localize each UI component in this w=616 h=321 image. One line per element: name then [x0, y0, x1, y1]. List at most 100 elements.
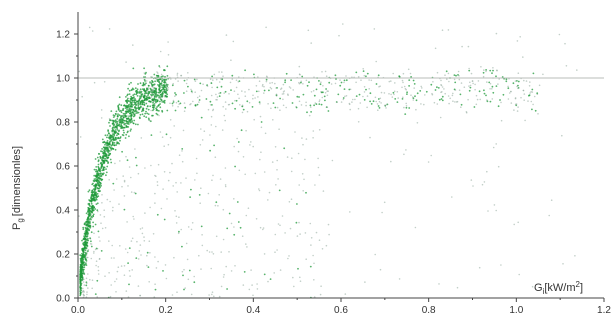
scatter-point	[220, 78, 222, 80]
scatter-point	[193, 78, 196, 81]
scatter-point	[87, 248, 90, 251]
scatter-point	[158, 114, 160, 117]
scatter-point	[135, 257, 138, 259]
scatter-point	[375, 83, 378, 85]
scatter-point	[298, 96, 300, 98]
scatter-point	[117, 141, 119, 144]
scatter-point	[377, 105, 380, 107]
scatter-point	[144, 80, 147, 82]
scatter-point	[150, 96, 153, 98]
scatter-point	[153, 73, 156, 76]
scatter-point	[468, 67, 470, 70]
scatter-point	[159, 131, 162, 133]
scatter-point	[97, 269, 100, 272]
scatter-point	[305, 101, 307, 104]
scatter-point	[471, 80, 474, 82]
scatter-point	[226, 288, 229, 290]
scatter-point	[133, 119, 136, 122]
scatter-point	[525, 80, 528, 82]
scatter-point	[225, 34, 228, 36]
scatter-point	[258, 189, 261, 192]
scatter-point	[146, 90, 148, 92]
scatter-point	[106, 134, 109, 137]
scatter-point	[531, 108, 533, 111]
scatter-point	[137, 104, 140, 107]
scatter-point	[100, 184, 102, 187]
scatter-point	[228, 212, 231, 215]
x-tick-label: 0.6	[334, 305, 348, 316]
scatter-point	[145, 92, 147, 94]
scatter-point	[126, 99, 129, 101]
scatter-point	[160, 75, 163, 78]
scatter-point	[215, 235, 218, 238]
scatter-point	[321, 71, 323, 73]
scatter-point	[363, 74, 366, 77]
scatter-point	[235, 99, 238, 102]
scatter-point	[81, 278, 84, 280]
scatter-point	[447, 29, 450, 31]
scatter-point	[142, 82, 145, 84]
scatter-point	[491, 85, 494, 88]
scatter-point	[118, 103, 121, 106]
scatter-point	[157, 84, 159, 86]
scatter-point	[320, 81, 322, 83]
scatter-point	[199, 82, 202, 85]
scatter-point	[294, 131, 296, 133]
scatter-point	[220, 251, 222, 253]
scatter-point	[83, 235, 85, 238]
scatter-point	[323, 95, 326, 98]
scatter-point	[102, 162, 104, 164]
scatter-point	[304, 158, 306, 161]
scatter-point	[100, 161, 103, 164]
scatter-point	[108, 132, 110, 135]
scatter-point	[331, 159, 334, 162]
scatter-point	[163, 78, 165, 81]
scatter-point	[154, 288, 157, 291]
scatter-point	[390, 93, 392, 96]
scatter-point	[81, 254, 84, 257]
scatter-point	[135, 112, 138, 114]
scatter-point	[110, 257, 113, 259]
scatter-point	[144, 83, 146, 86]
scatter-point	[174, 210, 176, 212]
scatter-point	[105, 174, 107, 177]
scatter-point	[100, 222, 102, 224]
scatter-point	[91, 211, 93, 214]
scatter-point	[315, 103, 318, 105]
scatter-point	[87, 237, 89, 240]
scatter-point	[120, 127, 122, 130]
scatter-point	[93, 168, 96, 171]
scatter-point	[174, 92, 176, 94]
scatter-point	[115, 144, 118, 146]
scatter-point	[502, 93, 505, 96]
scatter-point	[118, 114, 121, 117]
scatter-point	[171, 102, 174, 105]
scatter-point	[275, 87, 277, 89]
scatter-point	[139, 103, 142, 106]
scatter-point	[147, 117, 150, 120]
scatter-point	[437, 87, 440, 89]
scatter-point	[263, 89, 266, 92]
scatter-point	[349, 88, 352, 91]
scatter-point	[362, 70, 365, 72]
scatter-point	[145, 82, 147, 85]
scatter-point	[128, 89, 131, 92]
scatter-point	[86, 235, 89, 238]
scatter-point	[433, 101, 436, 104]
scatter-point	[444, 74, 446, 76]
scatter-point	[269, 82, 271, 84]
scatter-point	[89, 213, 92, 216]
scatter-point	[252, 145, 254, 148]
scatter-point	[114, 148, 117, 151]
scatter-point	[396, 101, 399, 103]
scatter-point	[200, 268, 202, 270]
scatter-point	[161, 136, 164, 138]
scatter-point	[128, 93, 131, 95]
scatter-point	[296, 235, 299, 237]
scatter-point	[125, 96, 127, 98]
scatter-point	[292, 89, 295, 91]
scatter-point	[388, 93, 390, 95]
scatter-point	[107, 150, 110, 153]
scatter-point	[288, 201, 291, 203]
scatter-point	[139, 88, 142, 91]
